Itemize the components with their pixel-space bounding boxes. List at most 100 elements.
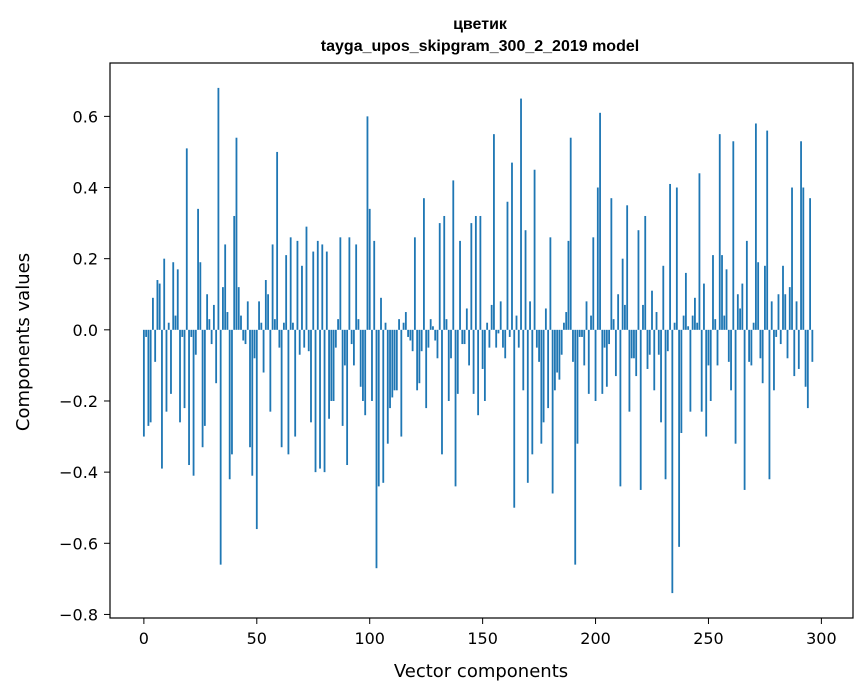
bar-component-106 (382, 329, 385, 483)
bar-component-63 (285, 255, 288, 330)
bar-component-277 (768, 329, 771, 480)
bar-component-40 (233, 215, 236, 330)
bar-component-198 (590, 315, 592, 330)
bar-component-166 (517, 329, 520, 348)
y-tick-label: 0.6 (73, 107, 98, 126)
bar-component-152 (486, 322, 489, 330)
bar-component-265 (741, 283, 744, 330)
bar-component-225 (651, 290, 653, 330)
bar-component-163 (511, 162, 513, 330)
bar-component-132 (441, 329, 443, 455)
bar-component-135 (447, 329, 450, 401)
bar-component-55 (267, 294, 269, 330)
bar-component-183 (556, 329, 559, 373)
bar-component-237 (678, 329, 681, 547)
bar-component-275 (764, 265, 766, 330)
bar-component-74 (310, 329, 312, 423)
bar-component-234 (671, 329, 674, 594)
bar-component-39 (231, 329, 233, 455)
bar-component-88 (341, 329, 344, 426)
bar-component-239 (682, 315, 685, 330)
bar-component-196 (585, 301, 588, 330)
bar-component-192 (576, 329, 579, 444)
bar-component-23 (194, 329, 197, 355)
bar-component-94 (355, 244, 358, 330)
bar-component-180 (549, 237, 552, 330)
bar-component-254 (716, 329, 719, 366)
bar-component-137 (452, 180, 455, 330)
bar-component-206 (608, 329, 610, 345)
bar-component-158 (499, 301, 502, 330)
bar-component-67 (294, 329, 297, 437)
bar-component-1 (145, 329, 148, 337)
bar-component-129 (434, 329, 437, 341)
bar-component-230 (662, 265, 665, 330)
bar-component-252 (712, 255, 714, 330)
bar-component-205 (605, 329, 608, 387)
bar-component-229 (660, 329, 662, 423)
bar-component-60 (278, 329, 281, 348)
bar-component-45 (244, 329, 247, 345)
bar-component-197 (587, 329, 590, 394)
bar-component-125 (425, 329, 428, 409)
bar-component-151 (483, 329, 486, 401)
bar-component-100 (368, 208, 371, 330)
bar-component-24 (197, 208, 199, 330)
bar-component-142 (463, 329, 466, 345)
bar-component-95 (357, 319, 360, 330)
x-tick-label: 200 (580, 629, 611, 648)
y-tick-label: 0.2 (73, 250, 98, 269)
bar-component-98 (364, 329, 367, 416)
bar-component-107 (384, 322, 387, 330)
bar-component-255 (718, 134, 721, 330)
bar-component-71 (303, 329, 306, 348)
bar-component-155 (493, 134, 495, 330)
bar-component-32 (215, 329, 218, 384)
bar-component-87 (339, 237, 342, 330)
bar-component-116 (404, 312, 407, 330)
bar-component-4 (152, 297, 154, 330)
bar-component-136 (450, 329, 452, 359)
bar-component-90 (346, 329, 349, 466)
bar-component-280 (775, 329, 778, 337)
bar-component-232 (666, 329, 669, 352)
bar-component-11 (167, 322, 170, 330)
bar-component-194 (581, 329, 583, 337)
bar-component-154 (490, 304, 493, 330)
bar-component-190 (572, 329, 574, 362)
bar-component-273 (759, 329, 762, 359)
bar-component-178 (544, 308, 547, 330)
bar-component-124 (423, 198, 425, 330)
bar-component-91 (348, 237, 351, 330)
bar-component-181 (551, 329, 554, 494)
bar-component-101 (371, 329, 373, 401)
bar-component-149 (479, 215, 482, 330)
bar-component-130 (436, 329, 439, 359)
bar-component-284 (784, 294, 787, 330)
bar-component-207 (610, 198, 613, 330)
bar-component-73 (307, 329, 310, 352)
bar-component-226 (653, 329, 656, 391)
bar-component-259 (727, 329, 730, 362)
bar-component-185 (560, 329, 563, 355)
bar-component-36 (224, 244, 227, 330)
bar-component-96 (359, 329, 362, 387)
bar-component-165 (515, 315, 518, 330)
y-tick-label: −0.4 (59, 463, 98, 482)
bar-component-250 (707, 329, 710, 366)
bar-component-253 (714, 319, 717, 330)
bar-component-49 (253, 329, 256, 359)
bar-component-82 (328, 329, 330, 419)
x-axis-ticks: 0 50 100 150 200 250 300 (139, 618, 837, 648)
y-tick-label: −0.2 (59, 392, 98, 411)
bar-component-294 (806, 329, 809, 409)
x-tick-label: 50 (247, 629, 267, 648)
bar-component-182 (553, 329, 556, 391)
bar-component-66 (292, 322, 294, 330)
bar-component-76 (314, 329, 317, 473)
bar-component-160 (504, 329, 507, 359)
bar-component-224 (648, 329, 651, 355)
bar-component-156 (495, 329, 498, 348)
bar-component-241 (687, 326, 690, 330)
bar-component-169 (524, 230, 527, 330)
